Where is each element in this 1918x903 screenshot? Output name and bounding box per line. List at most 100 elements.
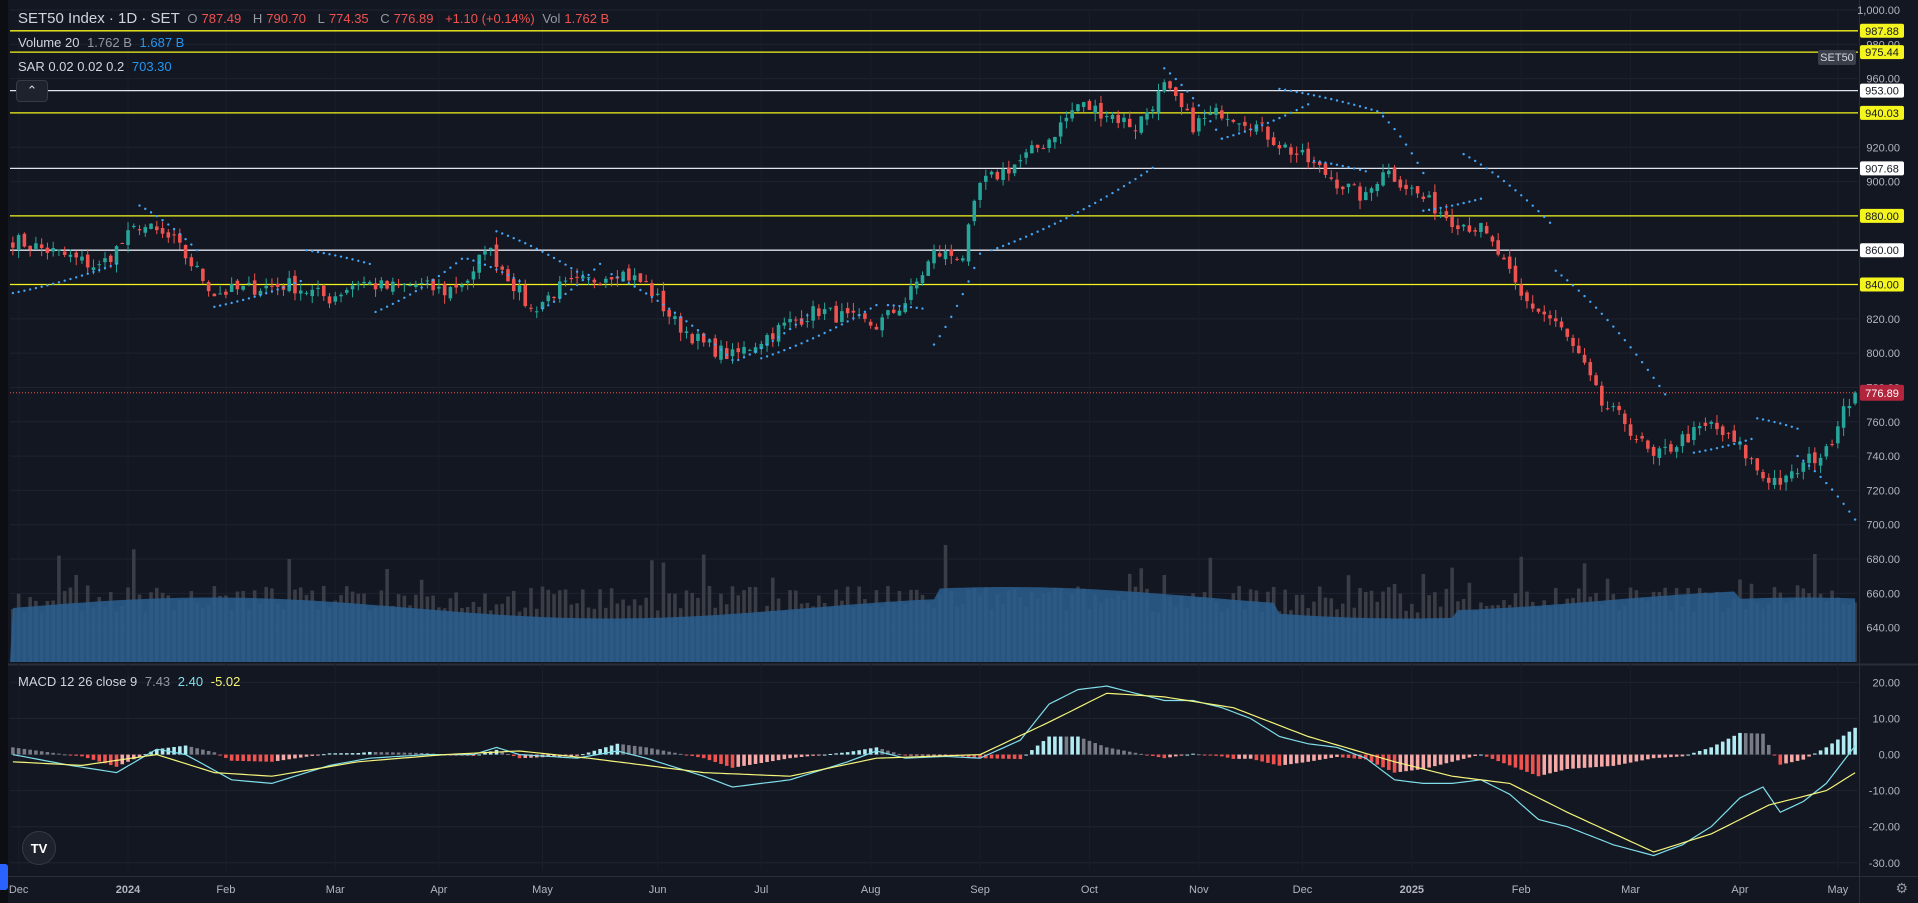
sar-dot [1704,449,1707,452]
macd-histogram-bar [598,749,602,755]
macd-histogram-bar [85,754,90,759]
sar-dot [144,207,147,211]
sar-dot [765,355,769,358]
sar-dot [1076,211,1080,214]
macd-histogram-bar [1542,754,1547,775]
macd-histogram-bar [1836,739,1840,755]
sar-dot [11,291,15,295]
sar-dot [1468,200,1471,203]
sar-dot [1848,510,1851,513]
sar-dot [1145,170,1149,173]
sar-dot [1093,201,1097,205]
macd-axis[interactable]: 20.00 10.00 0.00 -10.00 -20.00 -30.00 [1869,677,1900,869]
symbol-legend[interactable]: SET50 Index · 1D · SET O 787.49 H 790.70 L… [18,10,617,27]
time-axis[interactable]: Dec 2024 Feb Mar Apr May Jun Jul Aug Sep Oct Nov Dec… [9,884,1849,896]
candle-body [863,313,867,319]
macd-histogram-bar [644,747,648,755]
macd-histogram-bar [684,754,689,756]
candle-body [1415,186,1420,194]
sar-dot [57,281,61,284]
sar-dot [1330,97,1333,101]
candle-body [1398,179,1403,188]
collapse-legend-button[interactable]: ⌃ [16,80,48,102]
price-tick-label: 720.00 [1866,485,1900,497]
sar-dot [875,303,878,307]
macd-histogram-bar [1404,754,1408,772]
macd-histogram-bar [1053,736,1057,755]
macd-tick-label: -20.00 [1869,822,1900,834]
candle-body [1813,452,1817,464]
sar-dot [1088,204,1091,208]
sar-dot [63,279,66,282]
macd-legend[interactable]: MACD 12 26 close 9 7.43 2.40 -5.02 [18,674,244,689]
change-value: +1.10 (+0.14%) [445,11,535,26]
price-axis[interactable]: 640.00 660.00 680.00 700.00 720.00 740.00 760.… [1818,5,1904,635]
candle-body [1628,424,1633,436]
sar-dot [1520,194,1523,197]
candle-body [1519,284,1523,296]
level-label: 860.00 [1865,245,1899,257]
macd-histogram-bar [897,753,902,755]
candle-body [391,281,395,292]
sar-dot [771,339,775,343]
volume-legend[interactable]: Volume 20 1.762 B 1.687 B [18,35,188,50]
ohlc-low: L 774.35 [318,11,373,26]
macd-histogram-bar [886,750,890,755]
sar-dot [276,288,279,291]
sar-dot [241,298,245,302]
close-label: C [380,11,390,26]
candle-body [408,284,412,286]
macd-histogram-bar [828,753,833,755]
sar-legend[interactable]: SAR 0.02 0.02 0.2 703.30 [18,59,176,74]
sar-dot [385,305,389,308]
macd-histogram-bar [1024,754,1028,756]
candle-body [661,290,666,312]
gear-icon[interactable]: ⚙ [1895,880,1908,896]
tradingview-logo[interactable]: TV [22,831,56,865]
sar-dot [1272,119,1275,122]
candle-body [1070,110,1074,119]
sar-dot [28,288,32,291]
candle-body [1001,169,1005,181]
sar-dot [1629,346,1632,349]
macd-histogram-bar [1559,754,1564,771]
sar-dot [1353,103,1356,107]
candle-body [155,226,159,231]
symbol-name[interactable]: SET50 Index · 1D · SET [18,10,180,27]
candle-body [1047,139,1051,148]
candle-body [1317,161,1322,165]
sar-dot [1226,135,1229,139]
macd-histogram-bar [108,754,113,766]
candle-body [442,283,447,296]
candle-body [799,318,804,325]
sar-dot [886,303,890,307]
candle-body [1663,446,1667,448]
candle-body [97,264,102,266]
sar-dot [1353,167,1356,170]
macd-histogram-bar [1479,754,1483,756]
candle-body [1565,328,1570,337]
candle-body [511,278,516,292]
sar-dot [1462,201,1465,205]
price-tick-label: 760.00 [1866,417,1900,429]
macd-histogram-bar [51,752,55,755]
candle-body [1191,107,1195,133]
sar-dot [760,346,763,350]
macd-histogram-bar [817,754,821,756]
candle-body [575,276,579,278]
candle-body [517,285,522,293]
sar-dot [1364,170,1367,173]
macd-histogram-bar [1122,750,1126,755]
sar-dot [627,282,631,285]
candle-body [270,285,274,287]
candle-body [897,310,902,316]
drawing-tool-tab[interactable] [0,864,8,890]
candle-body [1053,136,1057,143]
macd-histogram-bar [517,754,522,759]
macd-histogram-bar [1588,754,1593,768]
macd-histogram-bar [989,754,994,759]
macd-histogram-bar [1197,754,1201,756]
candle-body [632,275,637,281]
candle-body [966,224,971,262]
